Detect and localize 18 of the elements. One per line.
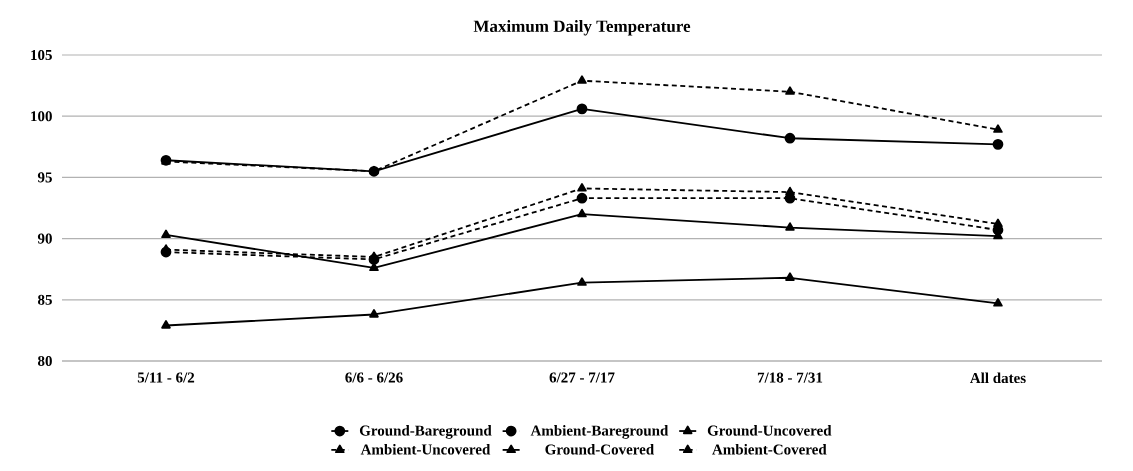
legend-label: Ambient-Bareground [530, 425, 669, 439]
y-tick-label: 80 [37, 355, 52, 367]
y-tick-label: 90 [37, 233, 52, 244]
chart-title: Maximum Daily Temperature [473, 20, 691, 36]
legend-label: Ground-Bareground [359, 425, 492, 439]
x-tick-label: 6/6 - 6/26 [345, 372, 403, 383]
x-tick-label: 5/11 - 6/2 [137, 372, 195, 383]
y-tick-label: 95 [37, 172, 52, 183]
y-tick-label: 105 [31, 49, 52, 61]
legend-label: Ambient-Covered [712, 443, 827, 455]
x-tick-label: All dates [969, 372, 1026, 384]
y-tick-label: 100 [31, 111, 52, 122]
legend-label: Ground-Uncovered [707, 425, 832, 436]
y-tick-label: 85 [37, 294, 52, 305]
x-tick-label: 7/18 - 7/31 [757, 372, 823, 383]
legend-label: Ambient-Uncovered [360, 443, 491, 455]
x-tick-label: 6/27 - 7/17 [549, 372, 615, 383]
legend-label: Ground-Covered [545, 443, 654, 455]
